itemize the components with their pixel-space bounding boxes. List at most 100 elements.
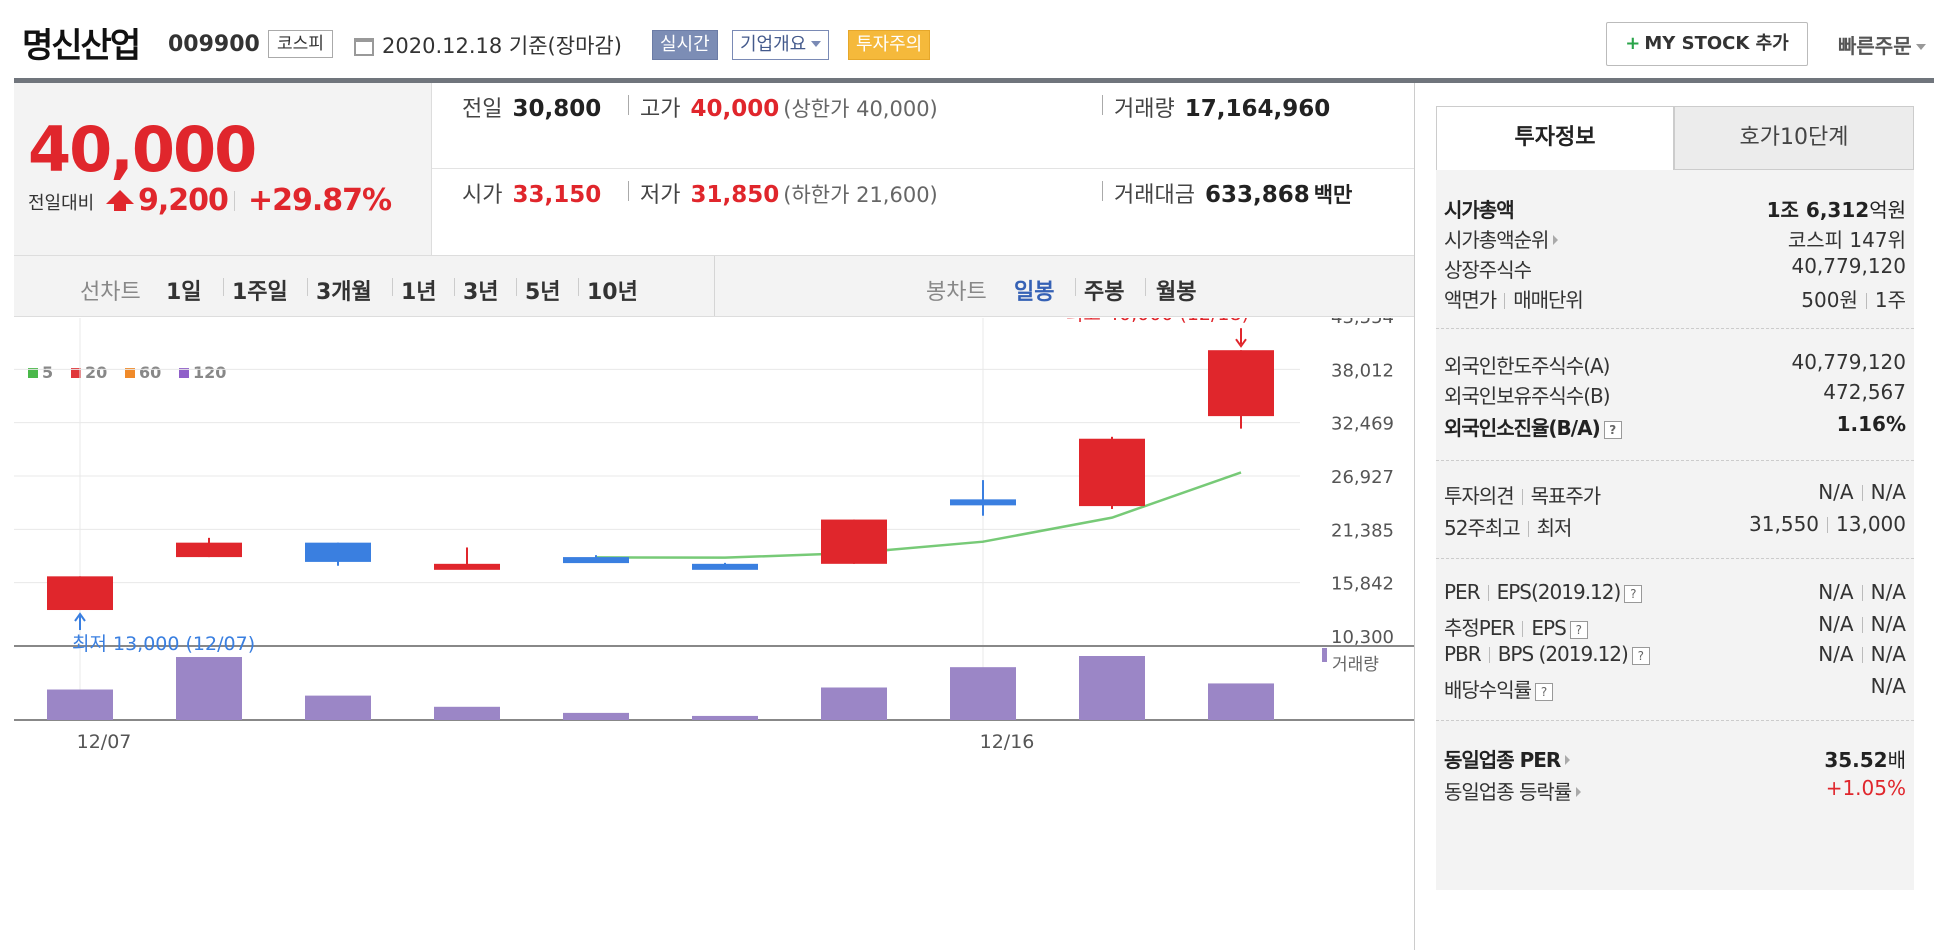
price-summary: 전일 30,800 고가 40,000 (상한가 40,000) 거래량 17,164,… xyxy=(432,83,1414,255)
stock-header: 명신산업 009900 코스피 2020.12.18 기준(장마감) 실시간 기… xyxy=(0,0,1948,83)
lower-limit: (하한가 21,600) xyxy=(783,183,938,207)
volume: 거래량 17,164,960 xyxy=(1114,91,1330,123)
par-value-text: 액면가 xyxy=(1444,288,1497,312)
realtime-button[interactable]: 실시간 xyxy=(652,30,718,60)
volume-legend-swatch xyxy=(1322,648,1327,662)
candle-chart-label: 봉차트 xyxy=(926,280,987,305)
section-divider xyxy=(1436,558,1914,559)
volume-label: 거래량 xyxy=(1114,97,1175,122)
volume-bar xyxy=(821,687,887,720)
divider xyxy=(1145,278,1146,296)
est-per-row: 추정PER EPS? N/A N/A xyxy=(1436,612,1914,642)
y-axis-ticks: 43,554 38,012 32,469 26,927 21,385 15,842 10,3… xyxy=(1331,318,1394,648)
low-price: 저가 31,850 (하한가 21,600) xyxy=(640,177,938,209)
arrow-up-icon xyxy=(106,190,134,211)
period-5y[interactable]: 5년 xyxy=(525,280,561,305)
volume-bar xyxy=(692,715,758,720)
per-label: PER EPS(2019.12)? xyxy=(1444,580,1643,604)
moving-average-lines xyxy=(595,471,1242,559)
panel-divider xyxy=(1414,83,1415,950)
add-mystock-button[interactable]: + MY STOCK 추가 xyxy=(1606,22,1808,66)
dividend-row: 배당수익률? N/A xyxy=(1436,674,1914,704)
market-cap-rank-value: 코스피 147위 xyxy=(1787,228,1906,252)
company-overview-dropdown[interactable]: 기업개요 xyxy=(732,30,830,60)
par-value-row: 액면가 매매단위 500원 1주 xyxy=(1436,284,1914,314)
help-icon[interactable]: ? xyxy=(1569,621,1588,639)
pbr-value: N/A N/A xyxy=(1818,642,1906,666)
divider xyxy=(1827,517,1829,533)
candle-monthly[interactable]: 월봉 xyxy=(1156,280,1197,305)
trade-unit-text: 매매단위 xyxy=(1513,288,1584,312)
help-icon[interactable]: ? xyxy=(1631,647,1650,665)
chart-period-bar: 선차트 1일 1주일 3개월 1년 3년 5년 10년 봉차트 일봉 주봉 월봉 xyxy=(14,255,1414,317)
period-3y[interactable]: 3년 xyxy=(463,280,499,305)
period-1d[interactable]: 1일 xyxy=(166,280,202,305)
period-3m[interactable]: 3개월 xyxy=(316,280,372,305)
candles xyxy=(47,350,1274,611)
par-value-label: 액면가 매매단위 xyxy=(1444,284,1584,313)
section-divider xyxy=(1436,460,1914,461)
info-table: 시가총액 1조 6,312억원 시가총액순위 코스피 147위 상장주식수 40… xyxy=(1436,170,1914,890)
help-icon[interactable]: ? xyxy=(1535,683,1553,701)
est-per-text: 추정PER xyxy=(1444,616,1515,640)
industry-change-row[interactable]: 동일업종 등락률 +1.05% xyxy=(1436,776,1914,806)
opinion-amount: N/A xyxy=(1818,480,1854,504)
foreign-ratio-label: 외국인소진율(B/A)? xyxy=(1444,412,1622,441)
change-label: 전일대비 xyxy=(28,193,95,214)
industry-per-text: 동일업종 PER xyxy=(1444,748,1561,772)
candle-body xyxy=(305,542,371,562)
trade-amount-unit: 백만 xyxy=(1313,183,1353,207)
industry-per-value: 35.52배 xyxy=(1824,744,1906,773)
volume-bar xyxy=(950,667,1016,720)
per-row: PER EPS(2019.12)? N/A N/A xyxy=(1436,580,1914,610)
tab-investment-info[interactable]: 투자정보 xyxy=(1436,106,1674,170)
foreign-limit-label: 외국인한도주식수(A) xyxy=(1444,354,1610,378)
trade-amount: 거래대금 633,868 백만 xyxy=(1114,177,1352,209)
help-icon[interactable]: ? xyxy=(1603,421,1622,439)
volume-bar xyxy=(305,695,371,720)
tab-order-book[interactable]: 호가10단계 xyxy=(1674,106,1914,170)
market-cap-amount: 1조 6,312 xyxy=(1766,198,1870,222)
quick-order-dropdown[interactable]: 빠른주문 xyxy=(1838,30,1926,59)
y-tick-label: 21,385 xyxy=(1331,520,1394,541)
chart-annotations: 최고 40,000 (12/18) 최저 13,000 (12/07) xyxy=(72,318,1249,655)
legend-label-2: 60 xyxy=(139,363,161,382)
candle-daily[interactable]: 일봉 xyxy=(1014,280,1055,305)
line-chart-label: 선차트 xyxy=(80,280,141,305)
period-10y[interactable]: 10년 xyxy=(587,280,638,305)
opinion-value: N/A N/A xyxy=(1818,480,1906,504)
base-date-text: 2020.12.18 기준(장마감) xyxy=(382,34,622,58)
divider xyxy=(1102,95,1103,115)
divider xyxy=(578,278,579,296)
high-price-label: 고가 xyxy=(640,97,681,122)
industry-change-label: 동일업종 등락률 xyxy=(1444,776,1582,805)
low-annotation: 최저 13,000 (12/07) xyxy=(72,633,255,655)
legend-swatch-2 xyxy=(125,368,135,378)
week52-low-value: 13,000 xyxy=(1836,512,1906,536)
y-tick-label: 10,300 xyxy=(1331,627,1394,648)
legend-label-0: 5 xyxy=(42,363,53,382)
calendar-icon xyxy=(354,38,374,56)
candle-weekly[interactable]: 주봉 xyxy=(1084,280,1125,305)
stock-code: 009900 xyxy=(168,32,260,57)
help-icon[interactable]: ? xyxy=(1624,585,1643,603)
company-name: 명신산업 xyxy=(22,26,141,66)
info-tabs: 투자정보 호가10단계 xyxy=(1436,106,1914,170)
market-cap-value: 1조 6,312억원 xyxy=(1767,194,1906,223)
legend-swatch-1 xyxy=(71,368,81,378)
legend-swatch-3 xyxy=(179,368,189,378)
candle-body xyxy=(176,542,242,558)
period-1w[interactable]: 1주일 xyxy=(232,280,288,305)
week52-label: 52주최고 최저 xyxy=(1444,512,1573,541)
divider xyxy=(1487,585,1489,601)
foreign-hold-value: 472,567 xyxy=(1823,380,1906,404)
change-percent: +29.87% xyxy=(248,183,392,218)
industry-per-unit: 배 xyxy=(1887,748,1906,772)
period-1y[interactable]: 1년 xyxy=(401,280,437,305)
industry-per-row[interactable]: 동일업종 PER 35.52배 xyxy=(1436,744,1914,774)
volume-bar xyxy=(563,712,629,720)
quick-order-label: 빠른주문 xyxy=(1838,34,1912,58)
week52-low-text: 최저 xyxy=(1536,516,1573,540)
market-cap-rank-row[interactable]: 시가총액순위 코스피 147위 xyxy=(1436,224,1914,254)
market-cap-label: 시가총액 xyxy=(1444,198,1515,222)
